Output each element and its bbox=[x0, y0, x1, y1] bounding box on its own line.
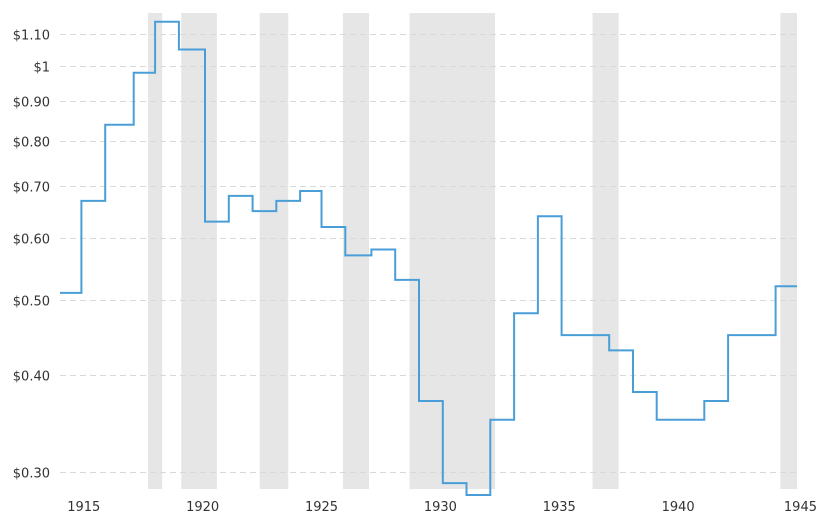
shaded-periods bbox=[147, 13, 797, 489]
shaded-period-4 bbox=[409, 13, 496, 489]
shaded-period-2 bbox=[259, 13, 289, 489]
y-tick-label: $0.40 bbox=[13, 370, 50, 385]
y-tick-label: $1 bbox=[33, 61, 50, 76]
gridlines bbox=[60, 34, 797, 473]
y-tick-label: $0.60 bbox=[13, 233, 50, 248]
shaded-period-6 bbox=[780, 13, 797, 489]
shaded-period-1 bbox=[181, 13, 217, 489]
y-tick-label: $0.70 bbox=[13, 181, 50, 196]
y-tick-label: $0.80 bbox=[13, 136, 50, 151]
y-tick-label: $0.50 bbox=[13, 295, 50, 310]
axes: $0.30 $0.40 $0.50 $0.60 $0.70 $0.80 $0.90 $1 $1.… bbox=[13, 29, 817, 516]
x-tick-label: 1915 bbox=[67, 500, 100, 515]
x-tick-label: 1925 bbox=[305, 500, 338, 515]
series-line-0 bbox=[60, 20, 797, 496]
shaded-period-3 bbox=[342, 13, 370, 489]
shaded-period-5 bbox=[592, 13, 619, 489]
x-tick-label: 1920 bbox=[186, 500, 219, 515]
y-tick-label: $0.90 bbox=[13, 96, 50, 111]
x-tick-label: 1935 bbox=[543, 500, 576, 515]
shaded-period-0 bbox=[147, 13, 163, 489]
x-tick-label: 1940 bbox=[662, 500, 695, 515]
y-tick-label: $0.30 bbox=[13, 467, 50, 482]
x-tick-label: 1930 bbox=[424, 500, 457, 515]
x-tick-label: 1945 bbox=[784, 500, 817, 515]
y-tick-label: $1.10 bbox=[13, 29, 50, 44]
series-layer bbox=[60, 20, 797, 496]
